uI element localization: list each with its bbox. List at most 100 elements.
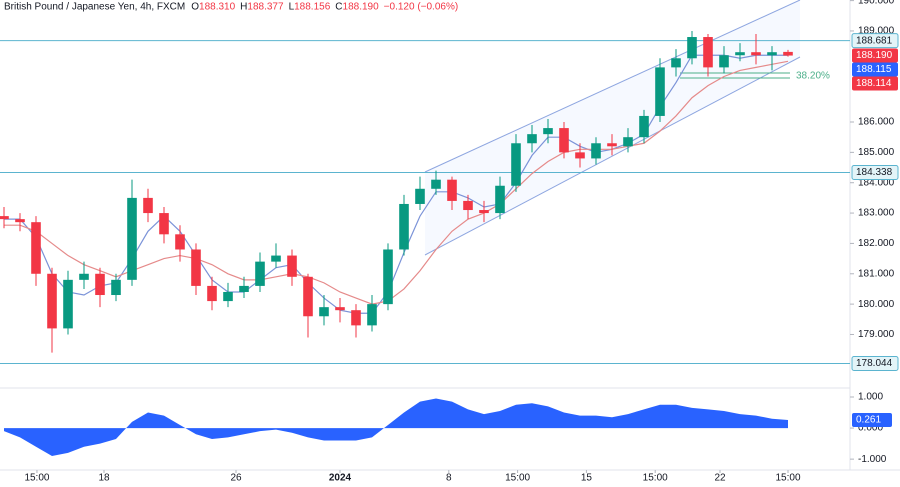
candle-body: [495, 185, 505, 214]
candle-body: [655, 67, 665, 116]
candle-body: [335, 307, 345, 311]
candle-body: [31, 222, 41, 274]
osc-y-tick-label: 0.000: [858, 423, 883, 434]
candle-body: [271, 255, 281, 262]
candle-body: [479, 210, 489, 214]
candle-body: [63, 279, 73, 329]
candle-body: [303, 276, 313, 317]
candle-body: [671, 58, 681, 68]
price-tag-label: 188.190: [856, 50, 893, 61]
legend-value: 188.310: [199, 2, 236, 13]
level-tag: [851, 355, 899, 371]
level-tag-label: 184.338: [856, 167, 893, 178]
candle-body: [783, 51, 793, 56]
candle-body: [559, 128, 569, 153]
x-tick-label: 15:00: [505, 473, 530, 484]
candle-body: [415, 188, 425, 204]
candle-body: [127, 197, 137, 280]
legend-value: 188.156: [294, 2, 331, 13]
chart-title: British Pound / Japanese Yen, 4h, FXCM: [4, 2, 185, 13]
x-tick-label: 18: [98, 473, 110, 484]
candle-body: [287, 255, 297, 277]
candle-body: [639, 115, 649, 138]
x-tick-label: 15:00: [775, 473, 800, 484]
x-tick-label: 15:00: [24, 473, 49, 484]
candle-body: [719, 55, 729, 68]
candle-body: [47, 273, 57, 329]
candle-body: [751, 52, 761, 56]
y-tick-label: 185.000: [858, 147, 895, 158]
candle-body: [223, 291, 233, 302]
candle-body: [543, 128, 553, 135]
oscillator-tag-label: 0.261: [856, 415, 881, 426]
candle-body: [431, 179, 441, 189]
candle-body: [575, 152, 585, 159]
candle-body: [207, 285, 217, 302]
candle-body: [351, 310, 361, 326]
x-tick-label: 26: [230, 473, 242, 484]
channel-upper: [424, 0, 801, 173]
change: −0.120 (−0.06%): [384, 2, 459, 13]
candle-body: [399, 203, 409, 250]
y-tick-label: 180.000: [858, 299, 895, 310]
y-tick-label: 190.000: [858, 0, 895, 6]
y-tick-label: 179.000: [858, 329, 895, 340]
legend-key: O: [191, 2, 199, 13]
y-tick-label: 184.000: [858, 177, 895, 188]
oscillator-tag: [852, 412, 892, 427]
price-tag: [852, 48, 898, 63]
level-tag-label: 178.044: [856, 358, 893, 369]
candle-body: [527, 134, 537, 144]
level-tag: [851, 33, 899, 49]
candle-body: [239, 285, 249, 292]
candle-body: [607, 143, 617, 147]
candle-body: [159, 213, 169, 235]
candle-body: [703, 37, 713, 68]
legend-value: 188.377: [247, 2, 284, 13]
candle-body: [191, 249, 201, 286]
channel-lower: [424, 56, 801, 256]
legend-value: 188.190: [343, 2, 380, 13]
y-tick-label: 183.000: [858, 208, 895, 219]
candle-body: [319, 307, 329, 317]
candle-body: [383, 249, 393, 305]
candle-body: [767, 52, 777, 56]
candle-body: [95, 273, 105, 296]
price-tag-label: 188.115: [856, 64, 892, 75]
osc-y-tick-label: 1.000: [858, 392, 883, 403]
price-tag-label: 188.114: [856, 78, 892, 89]
x-tick-label: 2024: [329, 473, 352, 484]
candle-body: [111, 279, 121, 296]
price-tag: [852, 76, 898, 91]
y-tick-label: 186.000: [858, 117, 895, 128]
candle-body: [367, 304, 377, 326]
legend-key: C: [335, 2, 342, 13]
candle-body: [79, 273, 89, 280]
candle-body: [143, 197, 153, 214]
candle-body: [0, 216, 9, 220]
candle-body: [687, 37, 697, 59]
y-tick-label: 189.000: [858, 26, 895, 37]
legend-key: L: [289, 2, 295, 13]
candle-body: [511, 143, 521, 186]
candle-body: [463, 200, 473, 211]
fib-label: 38.20%: [796, 71, 830, 82]
x-tick-label: 15:00: [643, 473, 668, 484]
candle-body: [735, 52, 745, 56]
candle-body: [175, 234, 185, 250]
legend-key: H: [240, 2, 247, 13]
y-tick-label: 182.000: [858, 238, 895, 249]
candle-body: [15, 219, 25, 223]
candle-body: [591, 143, 601, 159]
candle-body: [255, 261, 265, 286]
candle-body: [623, 137, 633, 147]
x-tick-label: 8: [446, 473, 452, 484]
level-tag: [851, 164, 899, 180]
candle-body: [447, 179, 457, 201]
y-tick-label: 181.000: [858, 268, 895, 279]
level-tag-label: 188.681: [856, 35, 893, 46]
x-tick-label: 22: [714, 473, 726, 484]
price-tag: [852, 62, 898, 77]
